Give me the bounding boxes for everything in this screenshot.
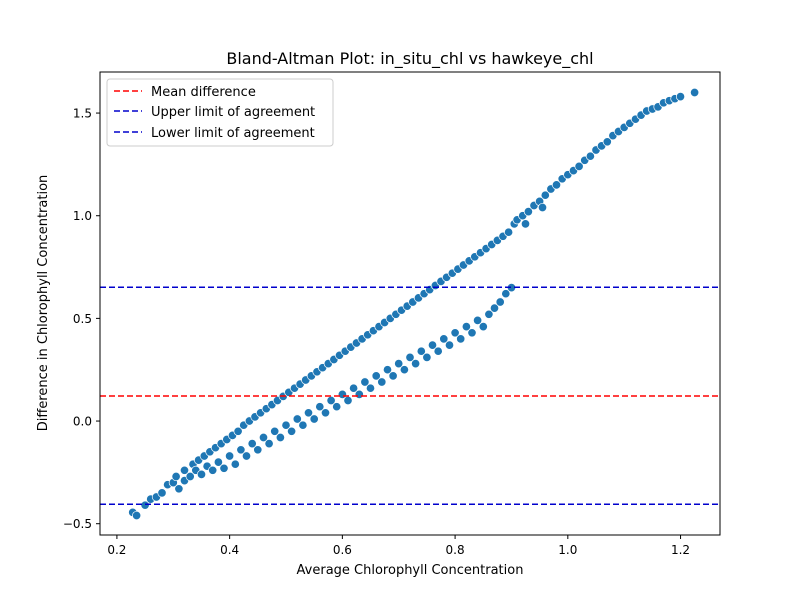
data-point: [520, 219, 531, 229]
data-point: [258, 432, 269, 443]
data-point: [219, 463, 229, 473]
data-point: [411, 359, 421, 369]
data-point: [354, 389, 364, 399]
data-point: [230, 459, 240, 469]
data-point: [171, 471, 181, 482]
data-point: [574, 161, 584, 171]
data-point: [208, 465, 218, 475]
y-tick-label: 0.5: [73, 312, 92, 326]
data-point: [196, 469, 207, 479]
data-point: [309, 414, 319, 424]
data-point: [478, 322, 488, 332]
legend-label-upper-limit: Upper limit of agreement: [151, 105, 315, 120]
data-point: [179, 465, 190, 475]
data-point: [174, 484, 184, 494]
legend: Mean difference Upper limit of agreement…: [106, 78, 334, 147]
data-point: [433, 346, 443, 356]
data-point: [371, 371, 381, 381]
data-point: [484, 309, 494, 319]
data-point: [388, 371, 398, 381]
data-point: [349, 383, 359, 393]
x-tick-label: 0.6: [333, 543, 352, 557]
data-point: [456, 334, 466, 344]
data-point: [140, 500, 150, 510]
data-point: [394, 359, 404, 369]
data-point: [467, 328, 477, 338]
data-point: [416, 346, 426, 356]
x-axis-label: Average Chlorophyll Concentration: [297, 563, 524, 578]
data-point: [585, 151, 595, 161]
plot-area: [100, 87, 720, 521]
data-point: [405, 352, 415, 362]
x-axis: 0.2 0.4 0.6 0.8 1.0 1.2: [107, 535, 690, 557]
data-point: [326, 395, 336, 406]
x-tick-label: 1.0: [558, 543, 577, 557]
legend-label-lower-limit: Lower limit of agreement: [151, 126, 315, 141]
y-axis-label: Difference in Chlorophyll Concentration: [36, 175, 51, 432]
data-point: [690, 87, 700, 98]
x-tick-label: 0.2: [107, 543, 126, 557]
y-tick-label: 0.0: [73, 415, 92, 429]
data-point: [233, 426, 243, 436]
data-point: [444, 340, 455, 350]
data-point: [281, 420, 291, 430]
data-point: [315, 402, 325, 412]
data-point: [303, 408, 314, 418]
data-point: [450, 328, 460, 338]
data-point: [298, 420, 308, 430]
data-point: [422, 352, 432, 362]
data-point: [377, 377, 387, 387]
data-point: [270, 426, 280, 436]
data-point: [236, 445, 246, 455]
data-point: [247, 439, 257, 449]
data-point: [275, 432, 285, 443]
x-tick-label: 0.8: [446, 543, 465, 557]
data-point: [241, 451, 252, 461]
data-point: [602, 137, 612, 147]
y-tick-label: −0.5: [63, 517, 92, 531]
data-point: [540, 190, 550, 200]
data-point: [320, 408, 331, 418]
chart-title: Bland-Altman Plot: in_situ_chl vs hawkey…: [226, 49, 593, 69]
y-axis: −0.5 0.0 0.5 1.0 1.5: [63, 107, 100, 531]
data-point: [461, 322, 471, 332]
data-point: [504, 227, 514, 237]
legend-box: [106, 78, 334, 147]
data-point: [225, 451, 235, 461]
data-point: [427, 340, 438, 350]
data-point: [343, 395, 353, 406]
legend-label-mean: Mean difference: [151, 85, 256, 100]
x-tick-label: 0.4: [220, 543, 239, 557]
data-point: [523, 207, 533, 217]
y-tick-label: 1.5: [73, 107, 92, 121]
data-point: [473, 315, 483, 325]
data-point: [399, 365, 409, 375]
axes-frame: [99, 71, 721, 536]
data-point: [185, 471, 195, 482]
data-point: [537, 202, 548, 213]
data-point: [213, 457, 223, 467]
data-point: [439, 334, 449, 344]
data-point: [489, 303, 500, 313]
data-point: [551, 180, 562, 190]
data-point: [495, 297, 505, 307]
data-point: [360, 377, 370, 387]
data-point: [157, 488, 167, 498]
data-point: [675, 92, 686, 102]
data-point: [382, 365, 393, 375]
data-point: [132, 510, 142, 521]
data-point: [253, 445, 263, 455]
data-point: [292, 414, 302, 424]
data-point: [501, 289, 511, 299]
data-point: [264, 439, 274, 449]
data-point: [287, 426, 297, 436]
data-point: [332, 402, 342, 412]
x-tick-label: 1.2: [671, 543, 690, 557]
y-tick-label: 1.0: [73, 209, 92, 223]
data-point: [365, 383, 376, 393]
